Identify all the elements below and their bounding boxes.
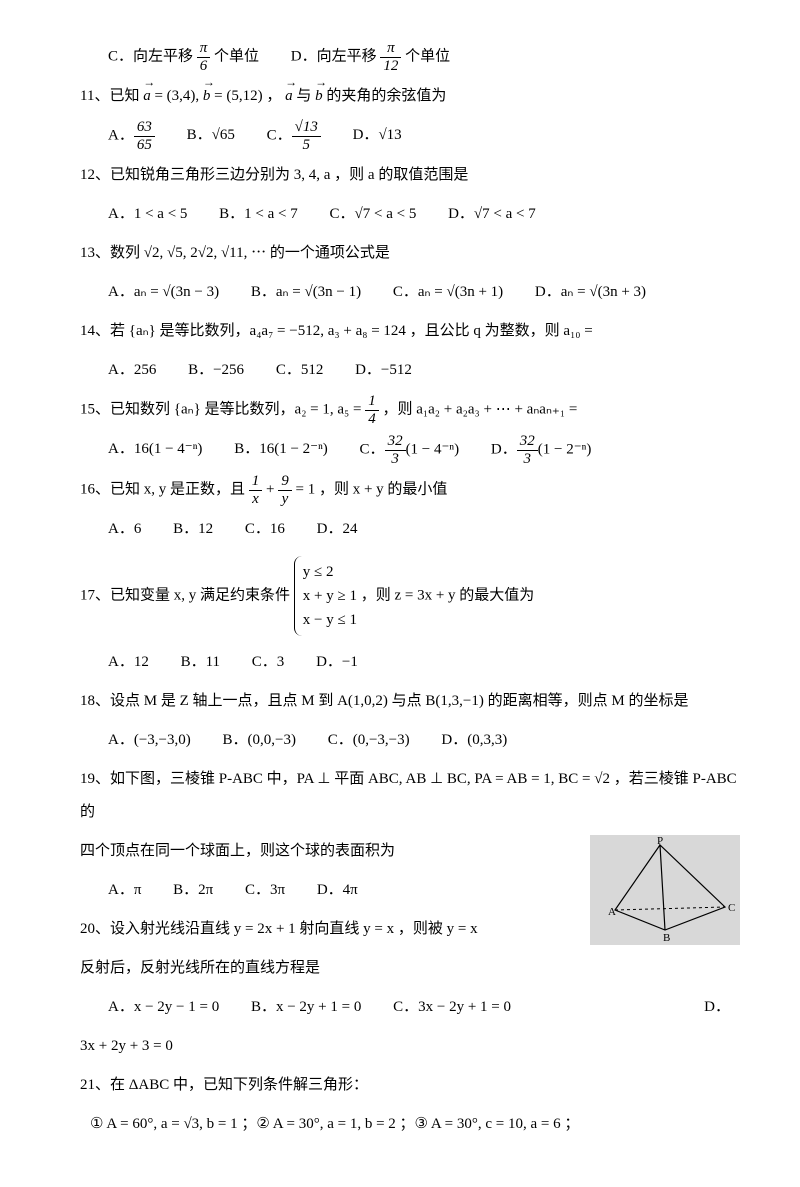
q20-opt-d-label: D．	[704, 991, 730, 1024]
q12-opt-d: D．√7 < a < 7	[448, 198, 536, 231]
q20-opt-a: A．x − 2y − 1 = 0	[108, 991, 219, 1024]
constraint-brace: y ≤ 2 x + y ≥ 1 x − y ≤ 1	[294, 556, 357, 636]
q12-opt-b: B．1 < a < 7	[219, 198, 298, 231]
q14-opt-b: B．−256	[188, 354, 244, 387]
q13-opt-c: C．aₙ = √(3n + 1)	[393, 276, 503, 309]
q10-opt-c: C．向左平移 π6 个单位	[108, 40, 259, 74]
q12-stem: 12、已知锐角三角形三边分别为 3, 4, a ，则 a 的取值范围是	[80, 159, 740, 192]
label-c: C	[728, 902, 735, 914]
q18-opt-d: D．(0,3,3)	[441, 724, 507, 757]
q13-opt-b: B．aₙ = √(3n − 1)	[251, 276, 361, 309]
q14-opt-c: C．512	[276, 354, 324, 387]
q18-stem: 18、设点 M 是 Z 轴上一点，且点 M 到 A(1,0,2) 与点 B(1,…	[80, 685, 740, 718]
q11-opt-d: D．√13	[353, 119, 402, 152]
q19-opt-a: A．π	[108, 874, 141, 907]
q13-stem: 13、数列 √2, √5, 2√2, √11, ⋯ 的一个通项公式是	[80, 237, 740, 270]
constraint-3: x − y ≤ 1	[303, 608, 357, 632]
q18-opt-b: B．(0,0,−3)	[223, 724, 296, 757]
q15-options: A．16(1 − 4⁻ⁿ) B．16(1 − 2⁻ⁿ) C．323(1 − 4⁻…	[80, 433, 740, 467]
a-value: = (3,4),	[151, 88, 203, 104]
q20-opt-b: B．x − 2y + 1 = 0	[251, 991, 361, 1024]
label-a: A	[608, 906, 616, 918]
stem-suffix: 的夹角的余弦值为	[326, 88, 446, 104]
opt-suffix: 个单位	[214, 48, 259, 64]
q15-stem: 15、已知数列 {aₙ} 是等比数列，a₂ = 1, a₅ = 14 ，则 a₁…	[80, 393, 740, 427]
q19-figure: P A B C	[590, 835, 740, 945]
q11-opt-a: A．6365	[108, 119, 155, 153]
q16-opt-a: A．6	[108, 513, 141, 546]
q13-opt-a: A．aₙ = √(3n − 3)	[108, 276, 219, 309]
opt-label: C．向左平移	[108, 48, 193, 64]
q21-conditions: ① A = 60°, a = √3, b = 1 ；② A = 30°, a =…	[80, 1108, 740, 1141]
q14-opt-d: D．−512	[355, 354, 412, 387]
q11: 11、已知 a = (3,4), b = (5,12) ， a 与 b 的夹角的…	[80, 80, 740, 113]
q20-opt-c: C．3x − 2y + 1 = 0	[393, 991, 511, 1024]
q16-opt-c: C．16	[245, 513, 285, 546]
q15-opt-a: A．16(1 − 4⁻ⁿ)	[108, 433, 202, 466]
q20-options: A．x − 2y − 1 = 0 B．x − 2y + 1 = 0 C．3x −…	[80, 991, 740, 1024]
q16-stem: 16、已知 x, y 是正数，且 1x + 9y = 1 ，则 x + y 的最…	[80, 473, 740, 507]
q19-opt-c: C．3π	[245, 874, 285, 907]
q13-opt-d: D．aₙ = √(3n + 3)	[535, 276, 646, 309]
q18-opt-a: A．(−3,−3,0)	[108, 724, 191, 757]
q19-stem: 19、如下图，三棱锥 P-ABC 中，PA ⊥ 平面 ABC, AB ⊥ BC,…	[80, 763, 740, 829]
q11-opt-c: C．√135	[267, 119, 321, 153]
q12-opt-a: A．1 < a < 5	[108, 198, 187, 231]
vector-b: b	[203, 80, 211, 113]
q21-stem: 21、在 ΔABC 中，已知下列条件解三角形：	[80, 1069, 740, 1102]
q14-opt-a: A．256	[108, 354, 156, 387]
vector-a: a	[143, 80, 151, 113]
q12-opt-c: C．√7 < a < 5	[330, 198, 417, 231]
q11-opt-b: B．√65	[187, 119, 235, 152]
q19-opt-b: B．2π	[173, 874, 213, 907]
q15-opt-c: C．323(1 − 4⁻ⁿ)	[360, 433, 460, 467]
q10-options: C．向左平移 π6 个单位 D．向左平移 π12 个单位	[80, 40, 740, 74]
q17-stem: 17、已知变量 x, y 满足约束条件 y ≤ 2 x + y ≥ 1 x − …	[80, 552, 740, 640]
vector-b2: b	[315, 80, 323, 113]
label-b: B	[663, 932, 670, 944]
q16-opt-b: B．12	[173, 513, 213, 546]
q16-opt-d: D．24	[317, 513, 358, 546]
q19-opt-d: D．4π	[317, 874, 358, 907]
q11-options: A．6365 B．√65 C．√135 D．√13	[80, 119, 740, 153]
stem-text: 11、已知	[80, 88, 139, 104]
q14-options: A．256 B．−256 C．512 D．−512	[80, 354, 740, 387]
q14-stem: 14、若 {aₙ} 是等比数列，a₄a₇ = −512, a₃ + a₈ = 1…	[80, 315, 740, 348]
constraint-2: x + y ≥ 1	[303, 584, 357, 608]
vector-a2: a	[285, 80, 293, 113]
q17-opt-d: D．−1	[316, 646, 358, 679]
b-value: = (5,12) ，	[210, 88, 281, 104]
q13-options: A．aₙ = √(3n − 3) B．aₙ = √(3n − 1) C．aₙ =…	[80, 276, 740, 309]
q20-opt-d: 3x + 2y + 3 = 0	[80, 1030, 740, 1063]
opt-label: D．向左平移	[291, 48, 377, 64]
q16-options: A．6 B．12 C．16 D．24	[80, 513, 740, 546]
fraction: π12	[380, 40, 401, 74]
q20-stem2: 反射后，反射光线所在的直线方程是	[80, 952, 740, 985]
tetrahedron-icon: P A B C	[590, 835, 740, 945]
q17-options: A．12 B．11 C．3 D．−1	[80, 646, 740, 679]
opt-suffix: 个单位	[405, 48, 450, 64]
q17-opt-a: A．12	[108, 646, 149, 679]
q18-options: A．(−3,−3,0) B．(0,0,−3) C．(0,−3,−3) D．(0,…	[80, 724, 740, 757]
q18-opt-c: C．(0,−3,−3)	[328, 724, 410, 757]
constraint-1: y ≤ 2	[303, 560, 357, 584]
q17-opt-c: C．3	[252, 646, 285, 679]
mid: 与	[293, 88, 316, 104]
q15-opt-d: D．323(1 − 2⁻ⁿ)	[491, 433, 591, 467]
q17-opt-b: B．11	[181, 646, 220, 679]
q15-opt-b: B．16(1 − 2⁻ⁿ)	[234, 433, 328, 466]
label-p: P	[657, 835, 663, 847]
q12-options: A．1 < a < 5 B．1 < a < 7 C．√7 < a < 5 D．√…	[80, 198, 740, 231]
